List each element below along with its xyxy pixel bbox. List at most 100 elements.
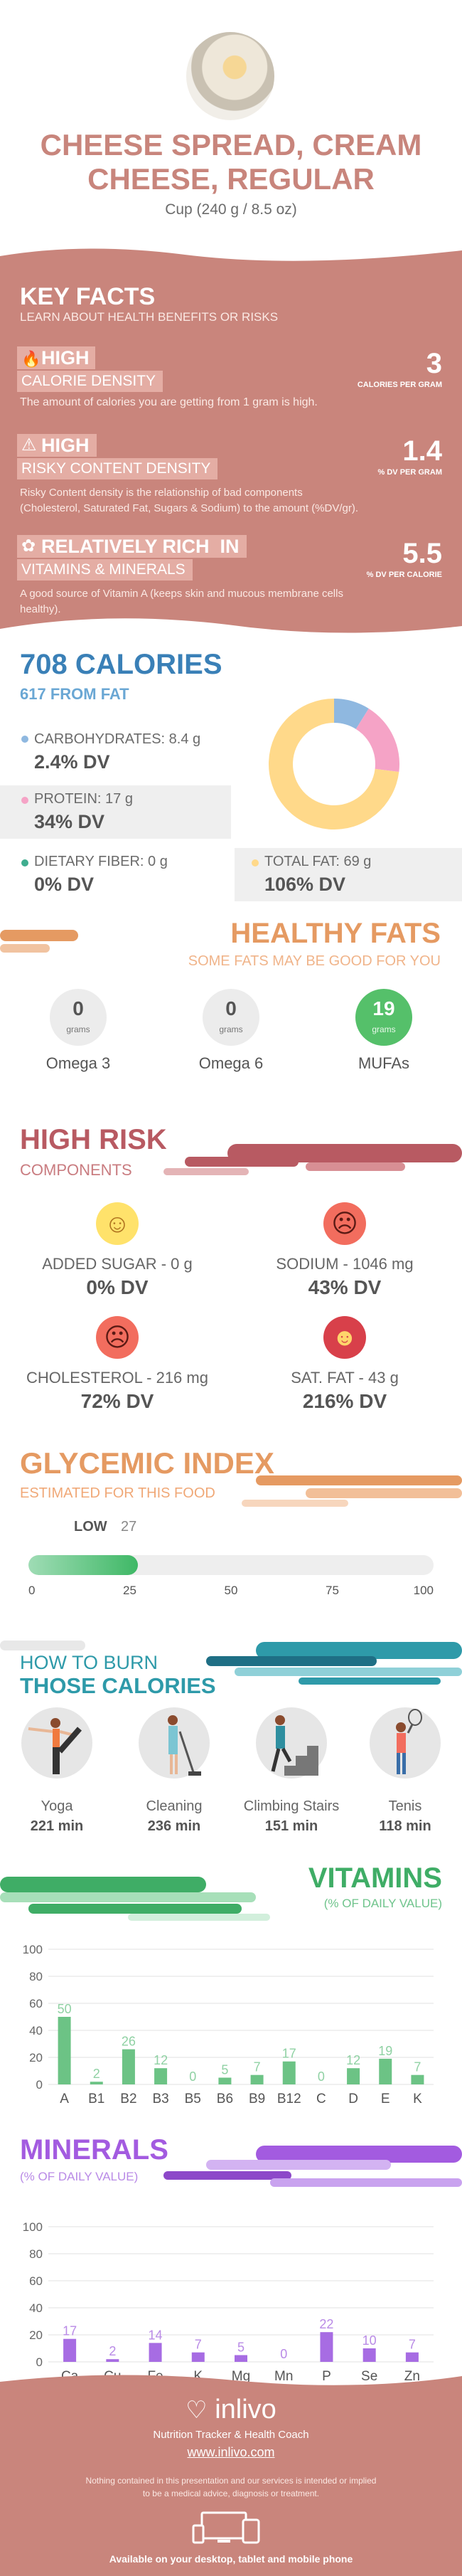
nutrient-carbs: CARBOHYDRATES: 8.4 g 2.4% DV xyxy=(0,726,235,779)
x-tick-label: Zn xyxy=(404,2369,420,2383)
bar-value-label: 5 xyxy=(237,2341,245,2355)
risk-label: CHOLESTEROL - 216 mg xyxy=(26,1369,208,1387)
fat-item-omega6: 0 grams Omega 6 xyxy=(181,989,281,1074)
minerals-decoration xyxy=(163,2146,462,2187)
bar-k xyxy=(191,2352,205,2362)
bar-b3 xyxy=(154,2068,168,2084)
fact-description: The amount of calories you are getting f… xyxy=(20,396,318,408)
y-tick-label: 100 xyxy=(23,2220,43,2234)
activity-cleaning: Cleaning 236 min xyxy=(128,1707,220,1835)
healthy-fats-subtitle: SOME FATS MAY BE GOOD FOR YOU xyxy=(188,953,441,969)
carbs-bullet xyxy=(21,736,28,743)
fact-name: VITAMINS & MINERALS xyxy=(17,559,193,581)
glycemic-subtitle: ESTIMATED FOR THIS FOOD xyxy=(20,1485,215,1501)
bar-value-label: 22 xyxy=(319,2317,333,2331)
fat-dv: 106% DV xyxy=(264,874,346,895)
bar-value-label: 2 xyxy=(93,2067,100,2081)
happy-face-icon: ☺ xyxy=(96,1202,139,1245)
glycemic-fill xyxy=(28,1555,138,1575)
x-tick-label: B12 xyxy=(277,2092,301,2106)
x-tick-label: B5 xyxy=(185,2092,201,2106)
y-tick-label: 40 xyxy=(29,2301,43,2315)
risk-label: SAT. FAT - 43 g xyxy=(291,1369,399,1387)
fat-value: 19 xyxy=(372,997,395,1019)
page-title: CHEESE SPREAD, CREAM CHEESE, REGULAR xyxy=(40,128,422,196)
flame-icon: 🔥 xyxy=(21,350,41,368)
y-tick-label: 80 xyxy=(29,1970,43,1983)
macronutrient-donut-chart xyxy=(269,699,399,829)
bar-fe xyxy=(149,2343,162,2362)
bar-value-label: 0 xyxy=(318,2069,325,2084)
warning-icon: ⚠ xyxy=(21,435,37,455)
bar-k xyxy=(411,2074,424,2084)
bar-value-label: 7 xyxy=(254,2060,261,2074)
bar-b6 xyxy=(218,2077,232,2084)
x-tick-label: K xyxy=(413,2092,422,2106)
nutrient-protein: PROTEIN: 17 g 34% DV xyxy=(0,785,231,839)
fat-unit: grams xyxy=(372,1024,396,1034)
glycemic-title: GLYCEMIC INDEX xyxy=(20,1446,274,1480)
glycemic-value: 27 xyxy=(121,1519,137,1535)
x-tick-label: E xyxy=(381,2092,390,2106)
risk-label: SODIUM - 1046 mg xyxy=(276,1255,414,1273)
donut-slice-total-fat xyxy=(269,699,399,829)
x-tick-label: B2 xyxy=(120,2092,136,2106)
risk-item-sodium: ☹ SODIUM - 1046 mg 43% DV xyxy=(235,1202,455,1309)
risk-dv: 216% DV xyxy=(302,1390,387,1412)
activity-time: 236 min xyxy=(147,1818,201,1834)
bar-value-label: 0 xyxy=(280,2347,287,2361)
y-tick-label: 0 xyxy=(36,2355,43,2369)
fiber-label: DIETARY FIBER: 0 g xyxy=(34,854,168,869)
bar-value-label: 5 xyxy=(221,2063,228,2077)
bar-b9 xyxy=(250,2074,264,2084)
activity-name: Cleaning xyxy=(146,1798,203,1814)
fact-name: RISKY CONTENT DENSITY xyxy=(17,458,218,479)
donut-slice-carbohydrates xyxy=(334,699,369,729)
x-tick-label: Se xyxy=(361,2369,377,2383)
key-facts-title: KEY FACTS xyxy=(20,283,156,310)
risk-item-cholesterol: ☹ CHOLESTEROL - 216 mg 72% DV xyxy=(7,1316,227,1423)
x-tick-label: C xyxy=(316,2092,326,2106)
brand-logo: ♡ inlivo xyxy=(186,2395,276,2424)
calories-from-fat: 617 FROM FAT xyxy=(20,685,129,703)
high-risk-title: HIGH RISK xyxy=(20,1124,167,1155)
risk-dv: 43% DV xyxy=(308,1276,382,1298)
fat-item-omega3: 0 grams Omega 3 xyxy=(28,989,128,1074)
glycemic-tick-label: 50 xyxy=(224,1584,238,1597)
bar-value-label: 7 xyxy=(409,2338,416,2352)
risk-item-added-sugar: ☺ ADDED SUGAR - 0 g 0% DV xyxy=(7,1202,227,1309)
tennis-icon xyxy=(396,1709,422,1774)
y-tick-label: 60 xyxy=(29,2274,43,2288)
vitamins-title: VITAMINS xyxy=(308,1862,442,1894)
fat-label: TOTAL FAT: 69 g xyxy=(264,854,372,869)
fat-bullet xyxy=(252,859,259,866)
brand-url[interactable]: www.inlivo.com xyxy=(187,2445,275,2459)
bar-b1 xyxy=(90,2082,103,2084)
bar-value-label: 17 xyxy=(282,2047,296,2061)
fact-description: Risky Content density is the relationshi… xyxy=(20,487,359,514)
dizzy-face-icon: ☻ xyxy=(323,1316,366,1359)
footer-background xyxy=(0,2375,462,2576)
sad-face-icon: ☹ xyxy=(323,1202,366,1245)
y-tick-label: 0 xyxy=(36,2078,43,2092)
stairs-icon xyxy=(271,1715,318,1776)
fact-name: CALORIE DENSITY xyxy=(17,371,163,392)
disclaimer: Nothing contained in this presentation a… xyxy=(85,2476,377,2498)
healthy-fats-decoration xyxy=(0,930,78,953)
bar-value-label: 0 xyxy=(189,2069,196,2084)
fat-unit: grams xyxy=(219,1024,243,1034)
risk-label: ADDED SUGAR - 0 g xyxy=(42,1255,193,1273)
fact-unit: % DV PER CALORIE xyxy=(366,571,442,579)
x-tick-label: B3 xyxy=(152,2092,168,2106)
high-risk-subtitle: COMPONENTS xyxy=(20,1161,132,1179)
activity-climbing-stairs: Climbing Stairs 151 min xyxy=(235,1707,348,1835)
bar-p xyxy=(320,2332,333,2362)
x-tick-label: B1 xyxy=(88,2092,104,2106)
risk-dv: 72% DV xyxy=(80,1390,154,1412)
donut-slice-protein xyxy=(355,709,399,772)
fact-risky-density: ⚠ HIGH RISKY CONTENT DENSITY 1.4 % DV PE… xyxy=(0,433,462,525)
fat-name: Omega 6 xyxy=(198,1054,264,1072)
vitamins-decoration xyxy=(0,1877,270,1921)
x-tick-label: Mn xyxy=(274,2369,293,2383)
